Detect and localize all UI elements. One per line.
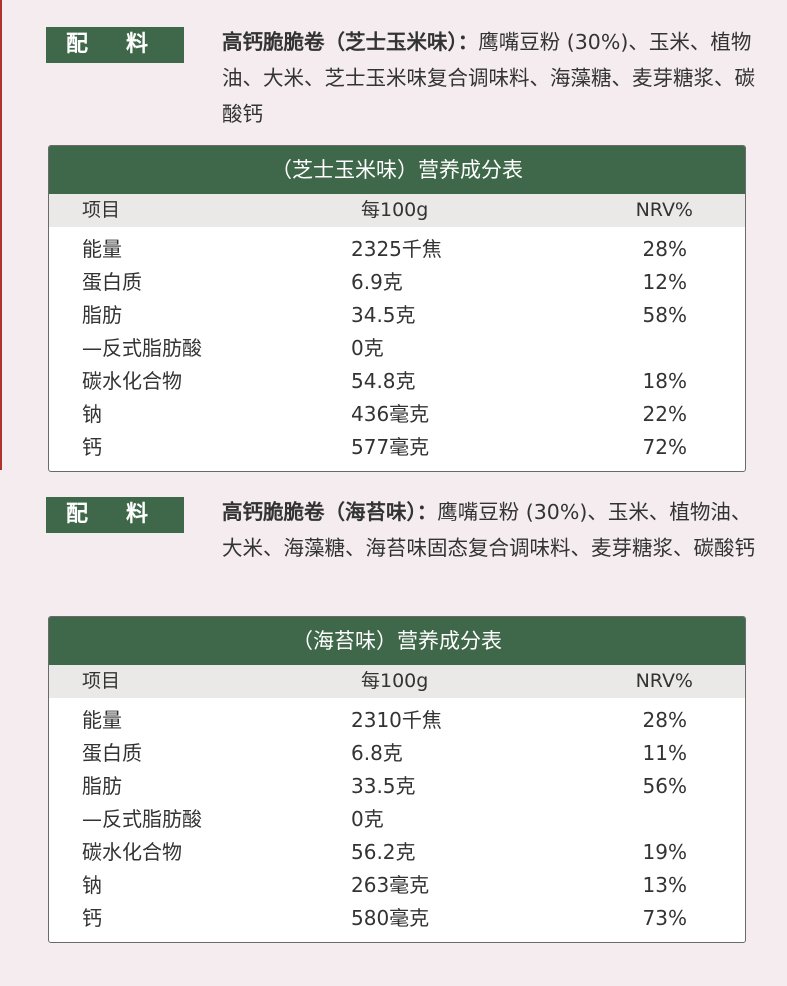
row-item: 蛋白质	[82, 741, 142, 765]
row-per100g: 580毫克	[351, 906, 430, 930]
row-nrv: 12%	[642, 270, 687, 294]
row-per100g: 34.5克	[351, 303, 416, 327]
row-item: 蛋白质	[82, 270, 142, 294]
ingredients-label: 配料	[46, 27, 184, 63]
row-nrv: 13%	[642, 873, 687, 897]
ingredient-list: 鹰嘴豆粉 (30%)、玉米、植物油、大米、芝士玉米味复合调味料、海藻糖、麦芽糖浆…	[222, 30, 755, 126]
header-item: 项目	[82, 670, 121, 692]
table-title: （芝士玉米味）营养成分表	[49, 146, 745, 194]
row-per100g: 2325千焦	[351, 237, 442, 261]
header-nrv: NRV%	[635, 670, 693, 692]
table-row: 能量 2325千焦 28%	[49, 233, 745, 266]
row-nrv: 22%	[642, 402, 687, 426]
row-per100g: 6.8克	[351, 741, 403, 765]
row-item: —反式脂肪酸	[82, 336, 202, 360]
table-row: 钙 580毫克 73%	[49, 902, 745, 935]
row-nrv: 73%	[642, 906, 687, 930]
row-item: 钙	[82, 435, 102, 459]
header-per100g: 每100g	[361, 670, 429, 692]
row-per100g: 0克	[351, 807, 384, 831]
header-item: 项目	[82, 199, 121, 221]
row-per100g: 0克	[351, 336, 384, 360]
row-item: —反式脂肪酸	[82, 807, 202, 831]
row-item: 脂肪	[82, 303, 122, 327]
ingredient-list: 鹰嘴豆粉 (30%)、玉米、植物油、大米、海藻糖、海苔味固态复合调味料、麦芽糖浆…	[222, 500, 755, 560]
table-row: 能量 2310千焦 28%	[49, 704, 745, 737]
row-per100g: 436毫克	[351, 402, 430, 426]
row-nrv: 72%	[642, 435, 687, 459]
table-body: 能量 2325千焦 28% 蛋白质 6.9克 12% 脂肪 34.5克 58% —反式脂肪酸…	[49, 227, 745, 464]
product-name: 高钙脆脆卷（海苔味）：	[222, 500, 438, 524]
row-per100g: 54.8克	[351, 369, 416, 393]
row-nrv: 18%	[642, 369, 687, 393]
row-per100g: 56.2克	[351, 840, 416, 864]
header-per100g: 每100g	[361, 199, 429, 221]
product-name: 高钙脆脆卷（芝士玉米味）：	[222, 30, 479, 54]
table-title: （海苔味）营养成分表	[49, 617, 745, 665]
row-per100g: 6.9克	[351, 270, 403, 294]
table-row: 脂肪 34.5克 58%	[49, 299, 745, 332]
table-row: 蛋白质 6.8克 11%	[49, 737, 745, 770]
row-per100g: 33.5克	[351, 774, 416, 798]
table-row: —反式脂肪酸 0克	[49, 332, 745, 365]
row-item: 脂肪	[82, 774, 122, 798]
row-item: 碳水化合物	[82, 369, 182, 393]
row-item: 能量	[82, 237, 122, 261]
table-body: 能量 2310千焦 28% 蛋白质 6.8克 11% 脂肪 33.5克 56% —反式脂肪酸…	[49, 698, 745, 935]
row-nrv: 28%	[642, 237, 687, 261]
row-item: 钙	[82, 906, 102, 930]
ingredients-text: 高钙脆脆卷（海苔味）：鹰嘴豆粉 (30%)、玉米、植物油、大米、海藻糖、海苔味固…	[222, 494, 762, 566]
table-row: 钠 263毫克 13%	[49, 869, 745, 902]
row-per100g: 2310千焦	[351, 708, 442, 732]
label-char-1: 配	[66, 502, 89, 527]
row-item: 钠	[82, 873, 102, 897]
table-header-row: 项目 每100g NRV%	[49, 665, 745, 698]
nutrition-table: （海苔味）营养成分表 项目 每100g NRV% 能量 2310千焦 28% 蛋白质…	[48, 616, 746, 943]
row-per100g: 263毫克	[351, 873, 430, 897]
row-nrv: 28%	[642, 708, 687, 732]
table-row: 脂肪 33.5克 56%	[49, 770, 745, 803]
table-row: 钙 577毫克 72%	[49, 431, 745, 464]
left-accent-rule	[0, 0, 2, 470]
row-item: 碳水化合物	[82, 840, 182, 864]
row-nrv: 58%	[642, 303, 687, 327]
row-nrv: 56%	[642, 774, 687, 798]
ingredients-label: 配料	[46, 497, 184, 533]
ingredients-text: 高钙脆脆卷（芝士玉米味）：鹰嘴豆粉 (30%)、玉米、植物油、大米、芝士玉米味复…	[222, 24, 762, 132]
table-header-row: 项目 每100g NRV%	[49, 194, 745, 227]
label-char-2: 料	[126, 32, 149, 57]
table-row: —反式脂肪酸 0克	[49, 803, 745, 836]
row-per100g: 577毫克	[351, 435, 430, 459]
table-row: 碳水化合物 56.2克 19%	[49, 836, 745, 869]
nutrition-table: （芝士玉米味）营养成分表 项目 每100g NRV% 能量 2325千焦 28% 蛋…	[48, 145, 746, 472]
label-char-1: 配	[66, 32, 89, 57]
row-item: 钠	[82, 402, 102, 426]
label-char-2: 料	[126, 502, 149, 527]
table-row: 碳水化合物 54.8克 18%	[49, 365, 745, 398]
row-nrv: 19%	[642, 840, 687, 864]
header-nrv: NRV%	[635, 199, 693, 221]
table-row: 蛋白质 6.9克 12%	[49, 266, 745, 299]
row-item: 能量	[82, 708, 122, 732]
table-row: 钠 436毫克 22%	[49, 398, 745, 431]
row-nrv: 11%	[642, 741, 687, 765]
